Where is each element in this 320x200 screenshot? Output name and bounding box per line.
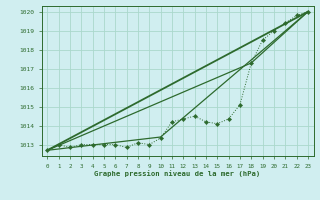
X-axis label: Graphe pression niveau de la mer (hPa): Graphe pression niveau de la mer (hPa) bbox=[94, 170, 261, 177]
